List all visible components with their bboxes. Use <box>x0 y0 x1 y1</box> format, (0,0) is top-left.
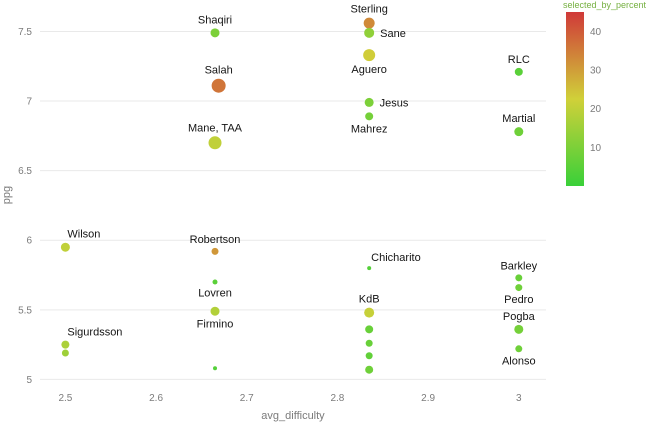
data-point[interactable] <box>365 112 374 121</box>
data-point[interactable] <box>208 136 222 150</box>
data-point[interactable] <box>211 78 226 93</box>
point-label: RLC <box>508 54 530 66</box>
data-point[interactable] <box>60 242 70 252</box>
point-label: Martial <box>502 113 535 125</box>
point-label: Barkley <box>500 260 537 272</box>
point-label: Pedro <box>504 294 533 306</box>
data-point[interactable] <box>365 352 373 360</box>
point-label: Salah <box>205 65 233 77</box>
y-axis-title: ppg <box>1 186 13 204</box>
point-label: Alonso <box>502 355 536 367</box>
data-point[interactable] <box>61 340 70 349</box>
point-label: KdB <box>359 294 380 306</box>
point-label: Pogba <box>503 311 536 323</box>
y-tick-label: 7 <box>26 97 32 108</box>
colorbar-tick-label: 10 <box>590 143 602 154</box>
colorbar-tick-label: 30 <box>590 66 602 77</box>
data-point[interactable] <box>61 349 69 357</box>
x-tick-label: 3 <box>516 393 522 404</box>
y-tick-label: 5.5 <box>18 305 32 316</box>
point-label: Wilson <box>67 229 100 241</box>
colorbar-tick-label: 20 <box>590 104 602 115</box>
point-label: Jesus <box>380 97 409 109</box>
data-point[interactable] <box>210 306 220 316</box>
data-point[interactable] <box>365 339 373 347</box>
data-point[interactable] <box>365 325 374 334</box>
data-point[interactable] <box>515 284 523 292</box>
data-point[interactable] <box>211 247 219 255</box>
point-label: Lovren <box>198 287 232 299</box>
data-point[interactable] <box>514 67 523 76</box>
colorbar-gradient <box>566 12 584 186</box>
data-point[interactable] <box>514 324 524 334</box>
y-tick-label: 5 <box>26 375 32 386</box>
data-point[interactable] <box>363 17 375 29</box>
point-label: Mane, TAA <box>188 122 243 134</box>
x-tick-label: 2.9 <box>421 393 435 404</box>
point-label: Firmino <box>197 319 234 331</box>
x-tick-label: 2.5 <box>58 393 72 404</box>
data-point[interactable] <box>364 97 374 107</box>
colorbar-tick-label: 40 <box>590 27 602 38</box>
x-tick-label: 2.7 <box>240 393 254 404</box>
point-label: Shaqiri <box>198 14 232 26</box>
x-tick-label: 2.8 <box>330 393 344 404</box>
data-point[interactable] <box>365 365 374 374</box>
point-label: Aguero <box>351 64 386 76</box>
data-point[interactable] <box>363 49 376 62</box>
data-point[interactable] <box>515 345 523 353</box>
point-label: Sterling <box>351 4 388 16</box>
x-tick-label: 2.6 <box>149 393 163 404</box>
data-point[interactable] <box>364 307 375 318</box>
x-axis-title: avg_difficulty <box>261 410 325 422</box>
point-label: Sane <box>380 28 406 40</box>
data-point[interactable] <box>213 366 218 371</box>
data-point[interactable] <box>364 27 375 38</box>
point-label: Mahrez <box>351 123 388 135</box>
y-tick-label: 6.5 <box>18 166 32 177</box>
point-label: Chicharito <box>371 252 421 264</box>
data-point[interactable] <box>212 279 218 285</box>
data-point[interactable] <box>515 274 523 282</box>
y-tick-label: 7.5 <box>18 27 32 38</box>
data-point[interactable] <box>514 127 524 137</box>
point-label: Sigurdsson <box>67 327 122 339</box>
data-point[interactable] <box>210 28 220 38</box>
data-point[interactable] <box>367 266 372 271</box>
colorbar-title: selected_by_percent <box>563 0 647 10</box>
point-label: Robertson <box>190 234 241 246</box>
y-tick-label: 6 <box>26 236 32 247</box>
